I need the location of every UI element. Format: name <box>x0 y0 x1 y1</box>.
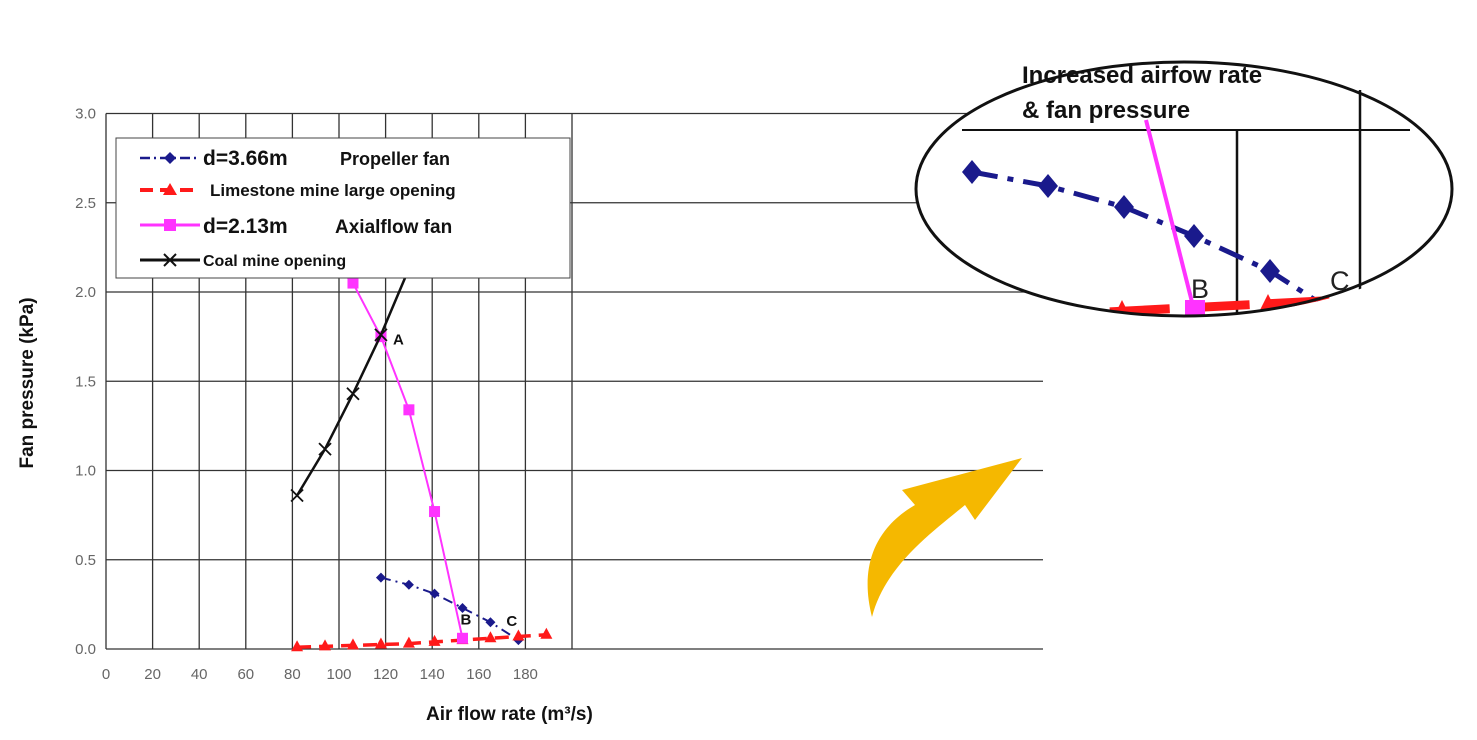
inset-limestone-point <box>965 306 985 316</box>
callout-arrow <box>867 458 1022 617</box>
inset-x-tick: 160 <box>1216 379 1258 407</box>
x-tick-label: 60 <box>237 666 254 683</box>
point-label-b: B <box>460 611 471 628</box>
series-propeller <box>375 572 524 646</box>
inset-propeller-line <box>971 169 1342 316</box>
legend: d=3.66m Propeller fan Limestone mine lar… <box>115 137 571 279</box>
main-chart: 0.0 0.5 1.0 1.5 2.0 2.5 3.0 0 20 40 60 80 100 120 140… <box>17 106 1043 725</box>
data-point-limestone <box>402 636 415 648</box>
series-line-axialflow <box>324 253 464 639</box>
legend-entry-limestone: Limestone mine large opening <box>140 181 456 200</box>
data-point-limestone <box>484 631 497 643</box>
legend-marker-limestone <box>163 183 177 195</box>
data-point-propeller <box>403 579 414 590</box>
data-point-limestone <box>346 638 359 650</box>
data-point-limestone <box>540 627 553 639</box>
series-line-limestone <box>297 632 547 649</box>
y-tick-label: 0.0 <box>75 641 96 658</box>
data-point-propeller <box>429 588 440 599</box>
legend-box <box>115 137 571 279</box>
y-tick-label: 1.0 <box>75 463 96 480</box>
data-point-limestone <box>291 640 304 652</box>
inset-propeller-point <box>1330 304 1350 316</box>
inset-propeller-point <box>1260 259 1280 283</box>
data-point-axialflow <box>403 404 415 416</box>
data-point-coal <box>374 328 388 342</box>
legend-label-axialflow-prefix: d=2.13m <box>203 215 288 238</box>
data-point-propeller <box>485 617 496 628</box>
data-point-coal <box>318 442 332 456</box>
series-limestone <box>291 627 553 652</box>
data-point-limestone <box>374 637 387 649</box>
zoom-inset: B C 120 140 160 180 Increased airfow rat… <box>914 60 1454 407</box>
data-point-axialflow <box>429 506 441 518</box>
y-axis-title: Fan pressure (kPa) <box>17 297 38 468</box>
legend-label-axialflow: Axialflow fan <box>335 217 452 238</box>
data-point-propeller <box>457 602 468 613</box>
x-tick-label: 140 <box>420 666 445 683</box>
y-tick-label: 2.5 <box>75 195 96 212</box>
inset-title-line1: Increased airfow rate <box>1022 62 1262 89</box>
inset-axialflow-point <box>1185 300 1205 316</box>
data-point-propeller <box>375 572 386 583</box>
y-tick-label: 3.0 <box>75 106 96 123</box>
point-label-a: A <box>393 332 404 349</box>
legend-label-propeller: Propeller fan <box>340 149 450 169</box>
inset-x-tick: 180 <box>1339 379 1381 407</box>
x-tick-label: 160 <box>466 666 491 683</box>
point-label-c: C <box>506 613 517 630</box>
inset-propeller-point <box>1114 195 1134 219</box>
x-tick-label: 20 <box>144 666 161 683</box>
series-line-propeller <box>380 576 519 641</box>
y-tick-label: 1.5 <box>75 373 96 390</box>
legend-label-limestone: Limestone mine large opening <box>210 181 456 200</box>
inset-axialflow-line <box>1144 119 1196 311</box>
inset-circle-border <box>914 60 1454 318</box>
point-annotations: A B C <box>393 332 517 630</box>
inset-propeller-point <box>962 160 982 184</box>
legend-entry-axialflow: d=2.13m Axialflow fan <box>140 215 452 238</box>
x-tick-label: 120 <box>373 666 398 683</box>
inset-label-b: B <box>1191 274 1209 304</box>
x-tick-label: 180 <box>513 666 538 683</box>
data-point-limestone <box>428 634 441 646</box>
x-axis-title: Air flow rate (m³/s) <box>426 704 593 725</box>
inset-x-tick: 120 <box>966 379 1008 407</box>
legend-label-coal: Coal mine opening <box>203 253 346 270</box>
data-point-axialflow <box>456 632 468 644</box>
x-tick-label: 100 <box>326 666 351 683</box>
data-point-axialflow <box>347 277 359 289</box>
inset-title-line2: & fan pressure <box>1022 97 1190 124</box>
y-tick-labels: 0.0 0.5 1.0 1.5 2.0 2.5 3.0 <box>75 106 96 659</box>
series-axialflow <box>319 249 468 644</box>
x-tick-labels: 0 20 40 60 80 100 120 140 160 180 <box>102 666 538 683</box>
legend-label-propeller-prefix: d=3.66m <box>203 147 288 170</box>
data-point-coal <box>290 488 304 503</box>
y-tick-label: 2.0 <box>75 284 96 301</box>
legend-marker-coal <box>163 253 177 267</box>
legend-entry-coal: Coal mine opening <box>140 253 346 270</box>
data-point-limestone <box>319 639 332 651</box>
inset-limestone-point <box>1040 304 1060 316</box>
x-tick-label: 0 <box>102 666 110 683</box>
legend-marker-axialflow <box>164 219 176 231</box>
y-tick-label: 0.5 <box>75 552 96 569</box>
inset-circle-fill <box>916 62 1452 316</box>
legend-marker-propeller <box>164 152 176 164</box>
x-tick-label: 80 <box>284 666 301 683</box>
inset-x-tick: 140 <box>1091 379 1133 407</box>
inset-label-c: C <box>1330 266 1350 296</box>
x-tick-label: 40 <box>191 666 208 683</box>
data-point-limestone <box>512 629 525 641</box>
inset-propeller-point <box>1184 224 1204 248</box>
inset-propeller-point <box>1038 174 1058 198</box>
data-point-coal <box>346 387 360 401</box>
legend-entry-propeller: d=3.66m Propeller fan <box>140 147 450 170</box>
